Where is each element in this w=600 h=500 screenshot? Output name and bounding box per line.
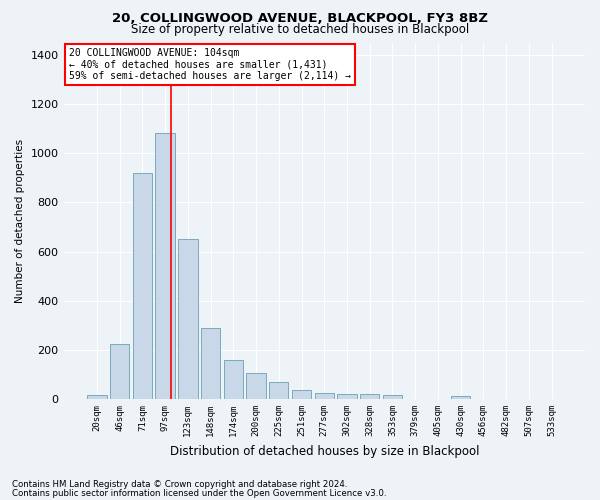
Bar [314, 393, 334, 399]
Y-axis label: Number of detached properties: Number of detached properties [15, 138, 25, 303]
Bar [201, 328, 220, 399]
Bar [178, 239, 197, 399]
Text: Contains HM Land Registry data © Crown copyright and database right 2024.: Contains HM Land Registry data © Crown c… [12, 480, 347, 489]
Bar [110, 344, 130, 399]
Text: 20 COLLINGWOOD AVENUE: 104sqm
← 40% of detached houses are smaller (1,431)
59% o: 20 COLLINGWOOD AVENUE: 104sqm ← 40% of d… [69, 48, 351, 81]
Bar [155, 134, 175, 399]
X-axis label: Distribution of detached houses by size in Blackpool: Distribution of detached houses by size … [170, 444, 479, 458]
Bar [360, 394, 379, 399]
Bar [87, 394, 107, 399]
Text: Size of property relative to detached houses in Blackpool: Size of property relative to detached ho… [131, 22, 469, 36]
Bar [224, 360, 243, 399]
Bar [133, 173, 152, 399]
Bar [292, 390, 311, 399]
Text: 20, COLLINGWOOD AVENUE, BLACKPOOL, FY3 8BZ: 20, COLLINGWOOD AVENUE, BLACKPOOL, FY3 8… [112, 12, 488, 26]
Bar [451, 396, 470, 399]
Bar [269, 382, 289, 399]
Bar [383, 396, 402, 399]
Text: Contains public sector information licensed under the Open Government Licence v3: Contains public sector information licen… [12, 489, 386, 498]
Bar [337, 394, 356, 399]
Bar [247, 373, 266, 399]
